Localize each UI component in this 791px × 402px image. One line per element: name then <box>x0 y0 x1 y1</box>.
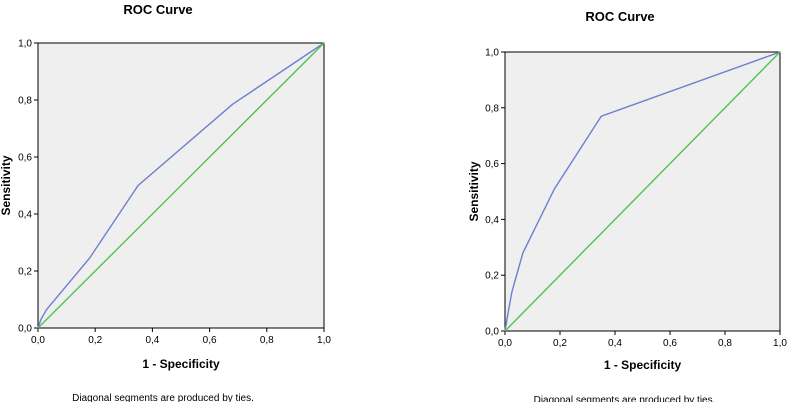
chart-title: ROC Curve <box>123 2 192 17</box>
x-axis-label: 1 - Specificity <box>604 358 682 372</box>
x-tick-label: 0,4 <box>608 338 622 349</box>
roc-curve-line <box>504 51 781 332</box>
y-tick-label: 1,0 <box>18 39 32 50</box>
y-tick-label: 0,0 <box>485 327 499 338</box>
x-tick-label: 0,2 <box>553 338 567 349</box>
reference-line <box>37 42 325 329</box>
y-axis-label: Sensitivity <box>0 155 13 215</box>
y-tick-label: 0,2 <box>485 271 499 282</box>
x-tick-label: 0,4 <box>145 335 159 346</box>
x-tick-label: 0,6 <box>663 338 677 349</box>
y-tick-label: 0,8 <box>485 103 499 114</box>
y-tick-label: 0,2 <box>18 267 32 278</box>
y-tick-label: 0,8 <box>18 96 32 107</box>
y-tick-label: 0,6 <box>18 153 32 164</box>
x-tick-label: 0,8 <box>260 335 274 346</box>
roc-chart-1: ROC Curve 0,0 0,2 0,4 0,6 0,8 1,0 0,0 0,2 0,4 0,6 0… <box>0 2 331 402</box>
y-tick-label: 0,6 <box>485 159 499 170</box>
reference-line <box>504 51 781 332</box>
y-axis-label: Sensitivity <box>467 161 481 221</box>
x-tick-label: 0,0 <box>498 338 512 349</box>
roc-curve-line <box>37 42 325 329</box>
footnote: Diagonal segments are produced by ties. <box>72 393 254 402</box>
x-tick-label: 1,0 <box>773 338 787 349</box>
y-tick-label: 1,0 <box>485 48 499 59</box>
x-tick-label: 1,0 <box>317 335 331 346</box>
footnote: Diagonal segments are produced by ties. <box>534 395 716 402</box>
x-tick-label: 0,8 <box>718 338 732 349</box>
x-axis-label: 1 - Specificity <box>142 357 220 371</box>
chart-title: ROC Curve <box>585 9 654 24</box>
x-tick-label: 0,6 <box>203 335 217 346</box>
x-tick-label: 0,0 <box>31 335 45 346</box>
y-tick-label: 0,4 <box>18 210 32 221</box>
roc-chart-2: ROC Curve 0,0 0,2 0,4 0,6 0,8 1,0 0,0 0,2 0,4 0,6 0… <box>467 9 787 402</box>
x-tick-label: 0,2 <box>88 335 102 346</box>
y-tick-label: 0,0 <box>18 324 32 335</box>
y-tick-label: 0,4 <box>485 215 499 226</box>
